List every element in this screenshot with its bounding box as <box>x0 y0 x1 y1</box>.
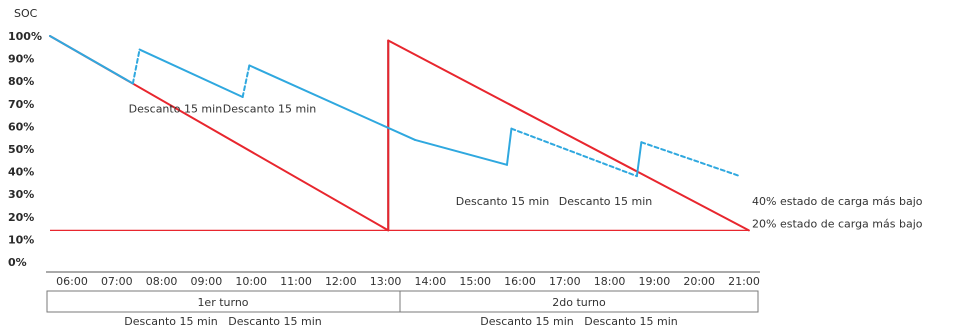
x-tick-label: 17:00 <box>549 275 581 288</box>
y-tick-label: 80% <box>8 75 34 88</box>
series-1-segment <box>505 127 513 166</box>
y-tick-label: 10% <box>8 233 34 246</box>
x-axis-ticks: 06:00 07:00 08:00 09:00 10:00 11:00 12:00 13:00… <box>46 271 760 288</box>
y-tick-label: 30% <box>8 188 34 201</box>
right-label: 20% estado de carga más bajo <box>752 218 923 231</box>
footer-label-2: Descanto 15 min Descanto 15 min <box>480 315 678 328</box>
x-tick-label: 16:00 <box>504 275 536 288</box>
series-1-segment <box>131 48 141 85</box>
x-tick-label: 06:00 <box>56 275 88 288</box>
y-tick-label: 100% <box>8 30 42 43</box>
series-1-segment <box>414 138 508 166</box>
x-tick-label: 14:00 <box>415 275 447 288</box>
series-1-segment <box>640 141 741 178</box>
x-tick-label: 11:00 <box>280 275 312 288</box>
y-axis-title: SOC <box>14 7 38 20</box>
shift-box-2 <box>399 290 759 313</box>
series-1-segment <box>49 35 134 85</box>
series-lines <box>49 35 750 232</box>
annotation-label: Descanto 15 min <box>559 195 653 208</box>
right-label: 40% estado de carga más bajo <box>752 195 923 208</box>
series-1-segment <box>635 141 643 178</box>
series-1-segment <box>138 48 244 99</box>
x-tick-label: 21:00 <box>728 275 760 288</box>
y-tick-label: 60% <box>8 120 34 133</box>
series-0-segment <box>387 39 750 232</box>
x-tick-label: 15:00 <box>459 275 491 288</box>
footer-label-1: Descanto 15 min Descanto 15 min <box>124 315 322 328</box>
annotation-label: Descanto 15 min <box>129 102 223 115</box>
x-tick-label: 09:00 <box>191 275 223 288</box>
y-tick-label: 70% <box>8 98 34 111</box>
shift-row: 1er turno 2do turno <box>46 290 759 313</box>
x-tick-label: 10:00 <box>235 275 267 288</box>
x-tick-label: 08:00 <box>146 275 178 288</box>
y-axis-ticks: 100% 90% 80% 70% 60% 50% 40% 30% 20% 10% 0% <box>8 30 42 269</box>
y-tick-label: 40% <box>8 166 34 179</box>
series-1-segment <box>241 64 251 99</box>
x-tick-label: 18:00 <box>594 275 626 288</box>
annotation-label: Descanto 15 min <box>223 102 317 115</box>
y-tick-label: 50% <box>8 143 34 156</box>
x-tick-label: 20:00 <box>683 275 715 288</box>
x-tick-label: 12:00 <box>325 275 357 288</box>
y-tick-label: 0% <box>8 256 27 269</box>
annotation-label: Descanto 15 min <box>456 195 550 208</box>
series-1-segment <box>248 64 417 141</box>
footer-row: Descanto 15 min Descanto 15 min Descanto… <box>124 315 678 328</box>
series-1-segment <box>510 127 638 178</box>
x-tick-label: 19:00 <box>639 275 671 288</box>
right-labels: 40% estado de carga más bajo 20% estado d… <box>752 195 923 231</box>
x-tick-label: 07:00 <box>101 275 133 288</box>
y-tick-label: 20% <box>8 211 34 224</box>
x-tick-label: 13:00 <box>370 275 402 288</box>
shift-label-1: 1er turno <box>197 296 248 309</box>
shift-label-2: 2do turno <box>552 296 606 309</box>
y-tick-label: 90% <box>8 53 34 66</box>
